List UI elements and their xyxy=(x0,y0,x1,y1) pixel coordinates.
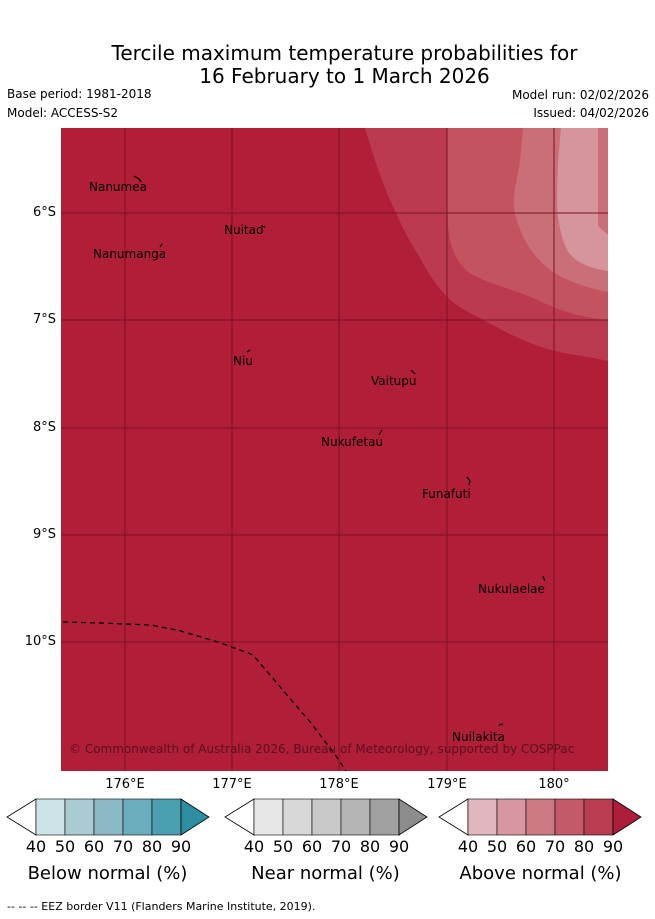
colorbar-arrow-high xyxy=(398,798,428,836)
colorbar-above-svg xyxy=(438,798,642,836)
colorbar-swatch xyxy=(525,798,556,836)
below-tick: 60 xyxy=(83,837,105,856)
probability-contours xyxy=(61,128,608,771)
colorbar-swatch xyxy=(253,798,284,836)
below-tick: 50 xyxy=(54,837,76,856)
above-tick: 60 xyxy=(515,837,537,856)
below-tick: 40 xyxy=(25,837,47,856)
near-tick: 50 xyxy=(272,837,294,856)
chart-title-line-2: 16 February to 1 March 2026 xyxy=(199,64,490,88)
place-label-nuitao: Nuitao xyxy=(224,223,264,237)
colorbar-arrow-high xyxy=(180,798,210,836)
place-label-nukulaelae: Nukulaelae xyxy=(478,582,545,596)
colorbar-arrow-high xyxy=(612,798,642,836)
probability-map: © Commonwealth of Australia 2026, Bureau… xyxy=(61,128,608,771)
below-tick: 80 xyxy=(141,837,163,856)
colorbar-near-normal xyxy=(224,798,429,838)
colorbar-swatch xyxy=(340,798,371,836)
above-tick: 90 xyxy=(602,837,624,856)
island-funafuti-outline xyxy=(466,476,471,486)
colorbar-near-label: Near normal (%) xyxy=(251,863,400,884)
eez-footnote: -- -- -- EEZ border V11 (Flanders Marine… xyxy=(7,900,316,913)
island-niu-outline xyxy=(246,349,251,353)
colorbar-swatch xyxy=(554,798,585,836)
island-nanumea-outline xyxy=(133,175,142,183)
colorbar-swatch xyxy=(311,798,342,836)
place-label-funafuti: Funafuti xyxy=(422,487,471,501)
base-period: Base period: 1981-2018 xyxy=(7,87,152,101)
above-tick: 40 xyxy=(457,837,479,856)
colorbar-below-svg xyxy=(6,798,210,836)
colorbar-swatch xyxy=(151,798,182,836)
near-tick: 60 xyxy=(301,837,323,856)
island-vaitupu-outline xyxy=(410,369,416,375)
above-tick: 70 xyxy=(544,837,566,856)
place-label-vaitupu: Vaitupu xyxy=(371,374,417,388)
copyright-notice: © Commonwealth of Australia 2026, Bureau… xyxy=(69,742,575,756)
lon-label-178e: 178°E xyxy=(319,777,359,792)
place-label-nuilakita: Nuilakita xyxy=(452,730,505,744)
above-tick: 80 xyxy=(573,837,595,856)
colorbar-swatch xyxy=(64,798,95,836)
place-label-nanumea: Nanumea xyxy=(89,180,147,194)
near-tick: 70 xyxy=(330,837,352,856)
island-nuilakita-outline xyxy=(498,723,504,726)
colorbar-swatch xyxy=(369,798,400,836)
place-label-niu: Niu xyxy=(233,354,253,368)
place-label-nanumanga: Nanumanga xyxy=(93,247,167,261)
colorbar-arrow-low xyxy=(438,798,469,836)
above-tick: 50 xyxy=(486,837,508,856)
colorbar-above-label: Above normal (%) xyxy=(459,863,622,884)
lon-label-180: 180° xyxy=(538,777,570,792)
colorbar-below-label: Below normal (%) xyxy=(27,863,188,884)
lon-label-179e: 179°E xyxy=(427,777,467,792)
colorbar-arrow-low xyxy=(6,798,37,836)
island-nanumanga-outline xyxy=(159,243,163,248)
island-nukufetau-outline xyxy=(378,429,383,436)
colorbar-below-normal xyxy=(6,798,211,838)
lon-label-177e: 177°E xyxy=(212,777,252,792)
below-tick: 70 xyxy=(112,837,134,856)
islands xyxy=(133,175,546,726)
graticule xyxy=(61,128,608,771)
lat-label-8s: 8°S xyxy=(32,420,56,435)
colorbar-above-normal xyxy=(438,798,643,838)
island-nukulaelae-outline xyxy=(542,575,546,582)
colorbar-arrow-low xyxy=(224,798,255,836)
below-tick: 90 xyxy=(170,837,192,856)
colorbar-swatch xyxy=(122,798,153,836)
island-nuitao-outline xyxy=(260,225,266,228)
model-run: Model run: 02/02/2026 xyxy=(511,88,649,102)
lon-label-176e: 176°E xyxy=(105,777,145,792)
issued-date: Issued: 04/02/2026 xyxy=(533,106,649,120)
lat-label-7s: 7°S xyxy=(32,312,56,327)
colorbar-swatch xyxy=(93,798,124,836)
colorbar-near-svg xyxy=(224,798,428,836)
colorbar-swatch xyxy=(496,798,527,836)
colorbar-swatch xyxy=(35,798,66,836)
place-label-nukufetau: Nukufetau xyxy=(321,435,384,449)
lat-label-9s: 9°S xyxy=(32,527,56,542)
colorbar-swatch xyxy=(467,798,498,836)
lat-label-10s: 10°S xyxy=(24,634,56,649)
contour-above-90 xyxy=(557,128,608,271)
near-tick: 90 xyxy=(388,837,410,856)
colorbar-swatch xyxy=(282,798,313,836)
chart-title-line-1: Tercile maximum temperature probabilitie… xyxy=(111,41,578,65)
near-tick: 80 xyxy=(359,837,381,856)
colorbar-swatch xyxy=(583,798,614,836)
eez-border-line xyxy=(62,621,347,771)
lat-label-6s: 6°S xyxy=(32,205,56,220)
near-tick: 40 xyxy=(243,837,265,856)
model-name: Model: ACCESS-S2 xyxy=(7,106,119,120)
